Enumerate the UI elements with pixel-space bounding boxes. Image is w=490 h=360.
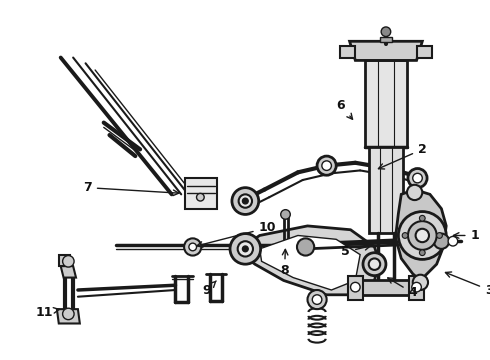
Text: 9: 9: [203, 281, 216, 297]
Circle shape: [413, 173, 422, 183]
Text: 6: 6: [337, 99, 353, 119]
Circle shape: [243, 198, 248, 204]
Polygon shape: [185, 178, 217, 209]
Text: 11: 11: [36, 306, 59, 319]
Polygon shape: [409, 276, 424, 300]
Circle shape: [434, 234, 449, 249]
Circle shape: [363, 253, 386, 276]
Text: 2: 2: [378, 143, 427, 169]
Circle shape: [63, 308, 74, 320]
Circle shape: [243, 246, 248, 252]
Text: 1: 1: [453, 229, 479, 242]
Circle shape: [368, 258, 380, 270]
Circle shape: [184, 238, 201, 256]
Polygon shape: [57, 309, 80, 324]
Circle shape: [412, 282, 421, 292]
Circle shape: [381, 27, 391, 36]
Circle shape: [308, 290, 327, 309]
Circle shape: [419, 215, 425, 221]
Polygon shape: [416, 46, 432, 58]
Circle shape: [407, 185, 422, 200]
Circle shape: [230, 234, 261, 264]
Text: 3: 3: [445, 272, 490, 297]
Text: 10: 10: [197, 221, 276, 247]
Polygon shape: [357, 280, 415, 295]
Circle shape: [408, 168, 427, 188]
Polygon shape: [59, 255, 70, 266]
Circle shape: [398, 212, 446, 260]
Polygon shape: [340, 46, 355, 58]
Text: 4: 4: [388, 278, 417, 300]
Polygon shape: [395, 190, 446, 280]
Circle shape: [413, 275, 428, 290]
Polygon shape: [243, 226, 379, 295]
Circle shape: [419, 250, 425, 256]
Circle shape: [416, 229, 429, 242]
Text: 7: 7: [83, 181, 179, 195]
Circle shape: [402, 233, 408, 238]
Polygon shape: [349, 41, 422, 60]
Polygon shape: [380, 36, 392, 42]
Circle shape: [312, 295, 322, 304]
Circle shape: [281, 210, 290, 219]
Circle shape: [63, 256, 74, 267]
Circle shape: [239, 194, 252, 208]
Circle shape: [232, 188, 259, 215]
Circle shape: [408, 221, 437, 250]
Polygon shape: [368, 147, 403, 233]
Circle shape: [238, 241, 253, 257]
Circle shape: [196, 193, 204, 201]
Circle shape: [297, 238, 314, 256]
Circle shape: [189, 243, 196, 251]
Circle shape: [350, 282, 360, 292]
Polygon shape: [365, 60, 407, 147]
Circle shape: [448, 237, 458, 246]
Polygon shape: [260, 235, 360, 290]
Polygon shape: [61, 266, 76, 278]
Circle shape: [322, 161, 331, 170]
Circle shape: [317, 156, 336, 175]
Polygon shape: [348, 276, 363, 300]
Circle shape: [437, 233, 442, 238]
Text: 8: 8: [280, 249, 289, 277]
Text: 5: 5: [342, 244, 370, 258]
